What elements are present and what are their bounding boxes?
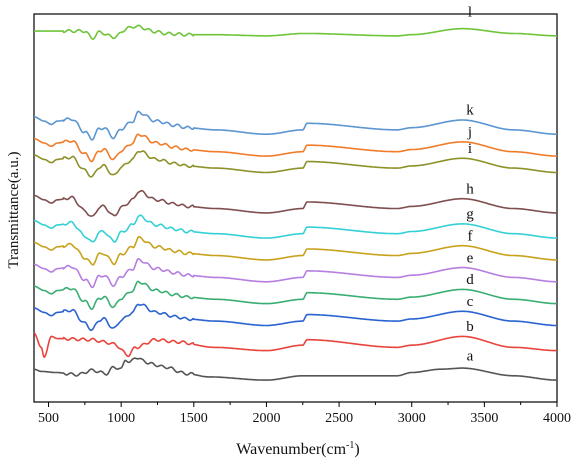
- series-line-a: [33, 357, 557, 381]
- series-line-g: [34, 214, 557, 243]
- series-label-j: j: [467, 125, 472, 141]
- x-tick-label: 1500: [180, 411, 208, 426]
- series-line-j: [34, 133, 557, 163]
- series-line-e: [34, 257, 557, 289]
- series-label-c: c: [467, 294, 474, 310]
- series-group: [33, 24, 557, 381]
- x-tick-label: 1000: [107, 411, 135, 426]
- series-label-g: g: [466, 207, 474, 223]
- plot-border: [33, 13, 558, 403]
- series-line-d: [33, 280, 557, 311]
- series-label-d: d: [466, 272, 474, 288]
- series-label-f: f: [468, 228, 473, 244]
- series-line-b: [33, 332, 557, 359]
- x-tick-label: 3000: [398, 411, 426, 426]
- x-axis: 500 1000 1500 2000 2500 3000 3500 4000: [38, 402, 571, 426]
- series-label-k: k: [466, 103, 474, 119]
- series-line-f: [33, 235, 557, 266]
- x-tick-label: 4000: [543, 411, 571, 426]
- series-line-l: [34, 24, 557, 40]
- series-label-h: h: [466, 181, 474, 197]
- x-tick-label: 3500: [470, 411, 498, 426]
- series-label-i: i: [468, 141, 472, 157]
- series-line-h: [33, 189, 557, 217]
- x-tick-label: 500: [38, 411, 59, 426]
- series-label-b: b: [466, 319, 474, 335]
- plot-frame: [33, 13, 558, 403]
- x-tick-label: 2000: [252, 411, 280, 426]
- x-axis-label: Wavenumber(cm-1): [236, 440, 359, 458]
- series-label-l: l: [468, 4, 472, 20]
- y-axis-label: Transmittance(a.u.): [6, 152, 22, 269]
- series-line-c: [34, 303, 557, 331]
- series-label-e: e: [467, 250, 474, 266]
- x-tick-label: 2500: [325, 411, 353, 426]
- series-label-a: a: [467, 349, 474, 365]
- series-line-i: [34, 150, 557, 178]
- series-line-k: [33, 110, 557, 141]
